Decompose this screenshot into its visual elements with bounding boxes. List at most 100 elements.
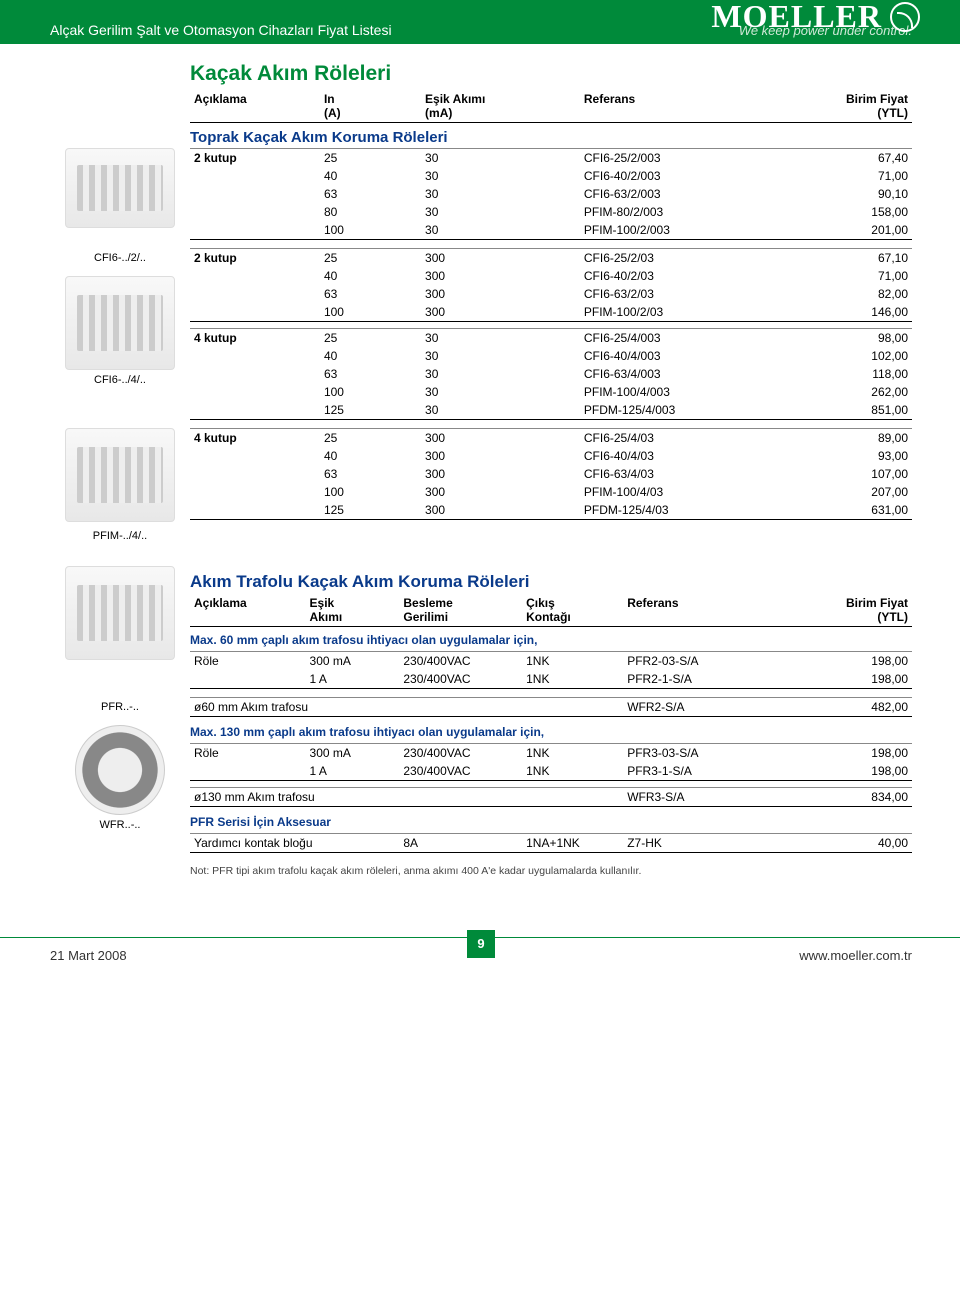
aksesuar-ref: Z7-HK bbox=[623, 834, 782, 853]
row-in: 63 bbox=[320, 465, 421, 483]
caption-cfi2: CFI6-../2/.. bbox=[50, 252, 190, 264]
row-label bbox=[190, 221, 320, 239]
row-akimi: 300 mA bbox=[306, 744, 400, 763]
row-label bbox=[190, 185, 320, 203]
row-label: 2 kutup bbox=[190, 249, 320, 268]
row-in: 25 bbox=[320, 429, 421, 448]
row-ref: CFI6-63/2/03 bbox=[580, 285, 768, 303]
row-ma: 300 bbox=[421, 447, 580, 465]
col2-besleme: Besleme Gerilimi bbox=[399, 594, 522, 627]
row-label bbox=[190, 383, 320, 401]
footnote: Not: PFR tipi akım trafolu kaçak akım rö… bbox=[190, 865, 912, 877]
table-row: 1 A230/400VAC1NKPFR3-1-S/A198,00 bbox=[190, 762, 912, 780]
section1-header-table: Açıklama In (A) Eşik Akımı (mA) Referans… bbox=[190, 90, 912, 123]
table-4kutup-30ma: 4 kutup2530CFI6-25/4/00398,004030CFI6-40… bbox=[190, 328, 912, 420]
table-2kutup-30ma: 2 kutup2530CFI6-25/2/00367,404030CFI6-40… bbox=[190, 148, 912, 240]
row-akimi: 1 A bbox=[306, 670, 400, 688]
row-in: 100 bbox=[320, 221, 421, 239]
row-ref: CFI6-25/2/03 bbox=[580, 249, 768, 268]
row-price: 82,00 bbox=[768, 285, 912, 303]
row-in: 100 bbox=[320, 383, 421, 401]
row-trafo-60mm: ø60 mm Akım trafosu WFR2-S/A 482,00 bbox=[190, 697, 912, 717]
table-role-60mm: Röle300 mA230/400VAC1NKPFR2-03-S/A198,00… bbox=[190, 651, 912, 689]
row-in: 40 bbox=[320, 267, 421, 285]
row-price: 146,00 bbox=[768, 303, 912, 321]
row-price: 107,00 bbox=[768, 465, 912, 483]
row-ma: 300 bbox=[421, 267, 580, 285]
table-row: 100300PFIM-100/4/03207,00 bbox=[190, 483, 912, 501]
row-ref: CFI6-63/2/003 bbox=[580, 185, 768, 203]
table-row: 40300CFI6-40/2/0371,00 bbox=[190, 267, 912, 285]
row-in: 40 bbox=[320, 167, 421, 185]
row-besleme: 230/400VAC bbox=[399, 670, 522, 688]
row-label bbox=[190, 447, 320, 465]
row-price: 93,00 bbox=[768, 447, 912, 465]
section1-subtitle: Toprak Kaçak Akım Koruma Röleleri bbox=[190, 129, 912, 146]
row-in: 40 bbox=[320, 347, 421, 365]
col2-esik: Eşik Akımı bbox=[306, 594, 400, 627]
row-price: 198,00 bbox=[782, 652, 912, 671]
table-row: 2 kutup25300CFI6-25/2/0367,10 bbox=[190, 249, 912, 268]
row-ma: 30 bbox=[421, 365, 580, 383]
row-ref: PFR2-03-S/A bbox=[623, 652, 782, 671]
col2-fiyat: Birim Fiyat (YTL) bbox=[782, 594, 912, 627]
row-ma: 300 bbox=[421, 429, 580, 448]
row-cikis: 1NK bbox=[522, 744, 623, 763]
col-fiyat: Birim Fiyat (YTL) bbox=[768, 90, 912, 123]
row-price: 71,00 bbox=[768, 267, 912, 285]
note-60mm: Max. 60 mm çaplı akım trafosu ihtiyacı o… bbox=[190, 633, 912, 647]
aksesuar-title: PFR Serisi İçin Aksesuar bbox=[190, 815, 912, 829]
trafo130-price: 834,00 bbox=[782, 788, 912, 807]
row-label: Röle bbox=[190, 652, 306, 671]
brand-logo: MOELLER bbox=[711, 0, 920, 35]
row-ref: PFDM-125/4/003 bbox=[580, 401, 768, 419]
row-ref: CFI6-40/4/003 bbox=[580, 347, 768, 365]
row-besleme: 230/400VAC bbox=[399, 762, 522, 780]
table-row: 2 kutup2530CFI6-25/2/00367,40 bbox=[190, 149, 912, 168]
row-label bbox=[190, 501, 320, 519]
col-esik: Eşik Akımı (mA) bbox=[421, 90, 580, 123]
table-row: 4 kutup2530CFI6-25/4/00398,00 bbox=[190, 329, 912, 348]
brand-name: MOELLER bbox=[711, 0, 882, 35]
row-label bbox=[190, 762, 306, 780]
table-row: 10030PFIM-100/4/003262,00 bbox=[190, 383, 912, 401]
row-trafo-130mm: ø130 mm Akım trafosu WFR3-S/A 834,00 bbox=[190, 787, 912, 807]
col2-referans: Referans bbox=[623, 594, 782, 627]
table-row: 40300CFI6-40/4/0393,00 bbox=[190, 447, 912, 465]
row-price: 262,00 bbox=[768, 383, 912, 401]
row-price: 71,00 bbox=[768, 167, 912, 185]
table-row: 10030PFIM-100/2/003201,00 bbox=[190, 221, 912, 239]
row-ma: 300 bbox=[421, 303, 580, 321]
section2-header-table: Açıklama Eşik Akımı Besleme Gerilimi Çık… bbox=[190, 594, 912, 627]
row-ma: 300 bbox=[421, 465, 580, 483]
aksesuar-val: 8A bbox=[399, 834, 522, 853]
table-4kutup-300ma: 4 kutup25300CFI6-25/4/0389,0040300CFI6-4… bbox=[190, 428, 912, 520]
table-row: 4030CFI6-40/4/003102,00 bbox=[190, 347, 912, 365]
row-in: 63 bbox=[320, 365, 421, 383]
table-row: 12530PFDM-125/4/003851,00 bbox=[190, 401, 912, 419]
table-row: 8030PFIM-80/2/003158,00 bbox=[190, 203, 912, 221]
row-ref: CFI6-63/4/03 bbox=[580, 465, 768, 483]
row-in: 63 bbox=[320, 185, 421, 203]
row-label bbox=[190, 670, 306, 688]
col-aciklama: Açıklama bbox=[190, 90, 320, 123]
row-in: 125 bbox=[320, 401, 421, 419]
row-in: 63 bbox=[320, 285, 421, 303]
footer-page: 9 bbox=[467, 930, 495, 958]
row-ma: 30 bbox=[421, 203, 580, 221]
row-ma: 300 bbox=[421, 483, 580, 501]
trafo130-ref: WFR3-S/A bbox=[623, 788, 782, 807]
row-ref: CFI6-63/4/003 bbox=[580, 365, 768, 383]
row-in: 100 bbox=[320, 303, 421, 321]
row-price: 631,00 bbox=[768, 501, 912, 519]
row-label bbox=[190, 347, 320, 365]
table-row: 6330CFI6-63/4/003118,00 bbox=[190, 365, 912, 383]
section2-title: Akım Trafolu Kaçak Akım Koruma Röleleri bbox=[190, 572, 912, 592]
row-price: 102,00 bbox=[768, 347, 912, 365]
row-price: 851,00 bbox=[768, 401, 912, 419]
caption-pfim4: PFIM-../4/.. bbox=[50, 530, 190, 542]
table-row: 63300CFI6-63/2/0382,00 bbox=[190, 285, 912, 303]
row-in: 25 bbox=[320, 329, 421, 348]
caption-pfr: PFR..-.. bbox=[50, 701, 190, 713]
row-ref: PFIM-100/4/03 bbox=[580, 483, 768, 501]
